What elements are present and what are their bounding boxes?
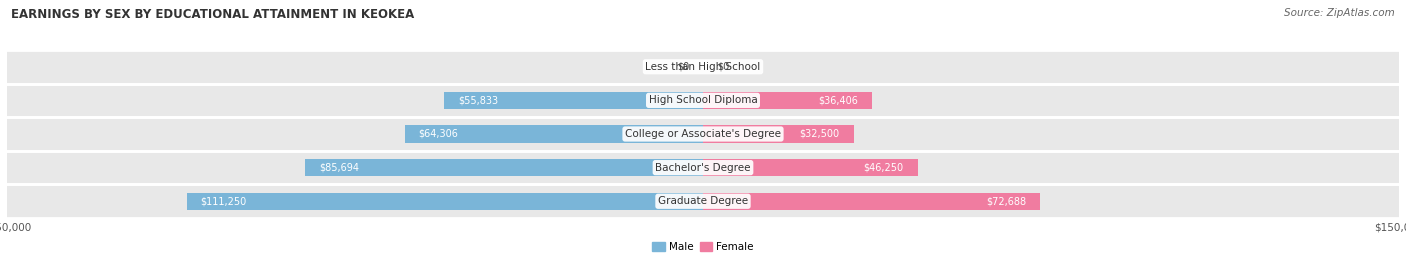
Text: $85,694: $85,694 <box>319 163 360 173</box>
Bar <box>305 159 703 176</box>
Text: Less than High School: Less than High School <box>645 62 761 72</box>
Text: Source: ZipAtlas.com: Source: ZipAtlas.com <box>1284 8 1395 18</box>
Bar <box>703 92 872 109</box>
Text: $64,306: $64,306 <box>419 129 458 139</box>
Text: $0: $0 <box>676 62 689 72</box>
Text: High School Diploma: High School Diploma <box>648 95 758 105</box>
Bar <box>405 125 703 143</box>
Bar <box>703 159 918 176</box>
Legend: Male, Female: Male, Female <box>652 242 754 252</box>
Text: $72,688: $72,688 <box>986 196 1026 206</box>
Text: $46,250: $46,250 <box>863 163 904 173</box>
Bar <box>7 84 1399 117</box>
Text: $55,833: $55,833 <box>458 95 498 105</box>
Text: $111,250: $111,250 <box>201 196 247 206</box>
Bar <box>7 151 1399 184</box>
Bar <box>7 117 1399 151</box>
Text: College or Associate's Degree: College or Associate's Degree <box>626 129 780 139</box>
Bar <box>703 192 1040 210</box>
Text: Bachelor's Degree: Bachelor's Degree <box>655 163 751 173</box>
Text: $32,500: $32,500 <box>800 129 839 139</box>
Bar <box>7 50 1399 84</box>
Text: EARNINGS BY SEX BY EDUCATIONAL ATTAINMENT IN KEOKEA: EARNINGS BY SEX BY EDUCATIONAL ATTAINMEN… <box>11 8 415 21</box>
Bar <box>7 184 1399 218</box>
Bar <box>444 92 703 109</box>
Bar <box>703 125 853 143</box>
Text: $36,406: $36,406 <box>818 95 858 105</box>
Text: Graduate Degree: Graduate Degree <box>658 196 748 206</box>
Bar <box>187 192 703 210</box>
Text: $0: $0 <box>717 62 730 72</box>
